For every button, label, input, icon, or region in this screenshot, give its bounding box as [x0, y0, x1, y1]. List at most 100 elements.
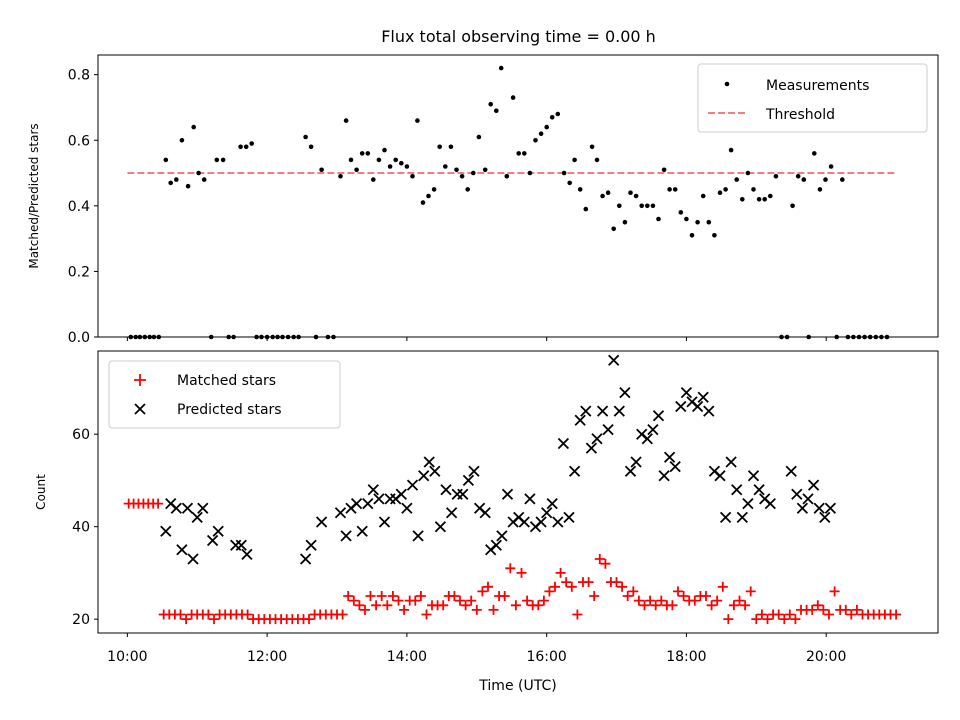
matched-star-point	[712, 595, 723, 606]
measurement-point	[201, 177, 207, 182]
predicted-star-point	[412, 530, 424, 542]
matched-star-point	[583, 577, 594, 588]
measurement-point	[348, 157, 354, 163]
measurement-point	[354, 167, 359, 173]
measurement-point	[498, 65, 504, 71]
measurement-point	[695, 219, 700, 225]
measurement-point	[650, 203, 656, 209]
matched-star-point	[840, 604, 851, 615]
matched-star-point	[499, 591, 510, 601]
count-ytick-label: 20	[72, 612, 90, 628]
predicted-star-point	[170, 502, 182, 514]
matched-star-point	[891, 609, 902, 620]
measurement-point	[510, 95, 516, 100]
predicted-star-point	[736, 511, 748, 524]
matched-star-point	[561, 577, 572, 588]
measurement-point	[533, 138, 538, 143]
measurement-point	[516, 151, 521, 156]
measurement-point	[734, 177, 739, 182]
matched-star-point	[645, 595, 656, 606]
predicted-star-point	[305, 539, 317, 551]
matched-star-point	[365, 591, 376, 601]
predicted-star-point	[445, 507, 458, 519]
measurement-point	[656, 216, 661, 222]
predicted-star-point	[315, 516, 328, 528]
matched-star-point	[756, 609, 767, 620]
matched-star-point	[622, 591, 633, 601]
measurement-point	[795, 174, 801, 179]
predicted-star-point	[423, 456, 435, 468]
matched-star-point	[510, 600, 521, 611]
matched-star-point	[784, 609, 795, 620]
measurement-point	[617, 203, 622, 209]
predicted-star-point	[714, 470, 726, 482]
measurement-point	[365, 151, 371, 156]
measurement-point	[645, 203, 650, 209]
matched-star-point	[477, 586, 488, 597]
matched-star-point	[807, 604, 818, 615]
predicted-star-point	[457, 488, 469, 500]
measurement-point	[191, 124, 196, 130]
measurement-point	[828, 164, 834, 169]
measurement-point	[399, 160, 404, 166]
measurement-point	[185, 183, 191, 189]
legend-threshold-label: Threshold	[765, 107, 835, 123]
measurement-point	[751, 187, 756, 192]
measurement-point	[238, 144, 243, 150]
measurement-point	[812, 151, 817, 156]
matched-star-point	[348, 595, 359, 606]
measurement-point	[745, 170, 751, 176]
count-panel-ylabel: Count	[34, 474, 48, 510]
predicted-star-point	[802, 493, 814, 505]
measurement-point	[308, 144, 314, 150]
measurement-point	[567, 180, 572, 186]
matched-star-point	[728, 600, 739, 611]
predicted-star-point	[395, 488, 407, 500]
matched-star-point	[589, 591, 600, 601]
matched-star-point	[678, 591, 689, 601]
predicted-star-point	[596, 405, 609, 417]
matched-star-point	[544, 586, 555, 597]
matched-star-point	[812, 600, 823, 611]
predicted-star-point	[742, 497, 754, 510]
matched-star-point	[455, 595, 465, 606]
measurement-point	[527, 170, 533, 176]
measurement-point	[443, 164, 448, 169]
matched-star-point	[633, 595, 644, 606]
predicted-star-point	[206, 534, 219, 547]
predicted-star-point	[602, 423, 614, 436]
matched-star-point	[790, 614, 801, 625]
predicted-star-point	[563, 511, 575, 524]
matched-star-point	[779, 614, 790, 625]
measurement-point	[768, 193, 773, 199]
measurement-point	[549, 115, 555, 120]
count-xtick-label: 16:00	[526, 649, 566, 665]
matched-star-point	[415, 591, 426, 601]
matched-star-point	[354, 600, 365, 611]
matched-star-point	[304, 614, 314, 625]
matched-star-point	[706, 600, 717, 611]
matched-star-point	[723, 614, 734, 625]
matched-star-point	[449, 591, 460, 601]
measurement-point	[684, 216, 689, 222]
predicted-star-point	[334, 507, 347, 519]
predicted-star-point	[160, 525, 172, 537]
measurement-point	[376, 157, 382, 163]
measurement-point	[661, 167, 667, 173]
measurement-point	[303, 134, 308, 140]
measurement-point	[454, 167, 459, 173]
matched-star-point	[740, 600, 751, 611]
predicted-star-point	[362, 497, 374, 510]
matched-star-point	[600, 558, 611, 569]
measurement-point	[589, 144, 595, 150]
predicted-star-point	[378, 516, 391, 528]
matched-star-point	[617, 581, 628, 592]
predicted-star-point	[658, 470, 670, 482]
measurement-point	[628, 190, 633, 195]
matched-star-point	[371, 600, 382, 611]
matched-star-point	[483, 581, 493, 592]
count-xtick-label: 12:00	[247, 649, 287, 665]
predicted-star-point	[197, 502, 209, 514]
predicted-star-point	[557, 437, 570, 450]
ratio-ytick-label: 0.8	[68, 68, 90, 84]
